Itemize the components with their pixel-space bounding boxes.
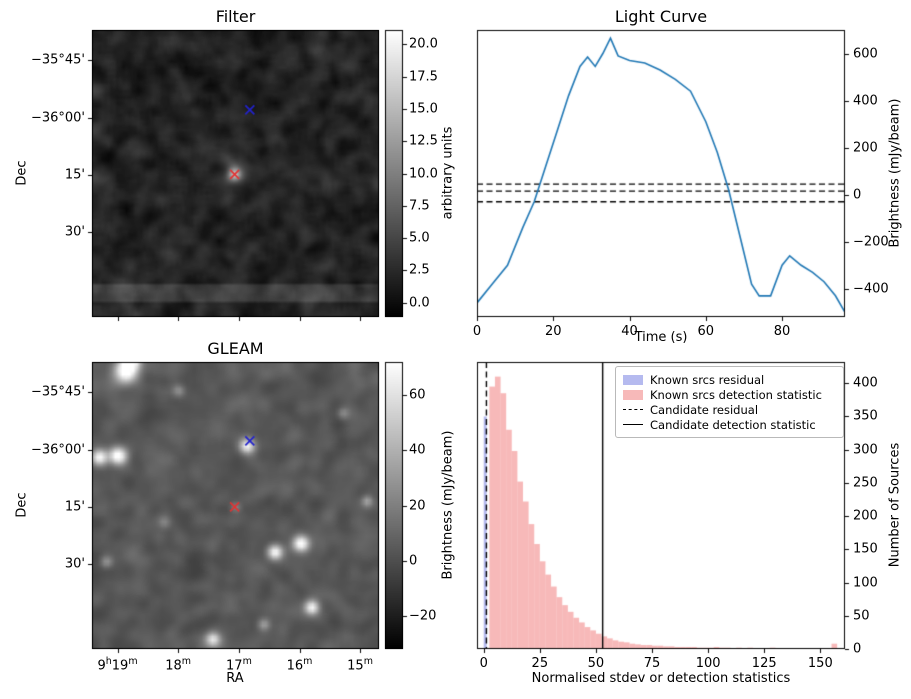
filter-heatmap [92, 30, 379, 317]
legend-item-label: Known srcs residual [650, 372, 765, 387]
histogram-xtick-label: 125 [751, 656, 777, 671]
light-curve-title: Light Curve [614, 7, 708, 26]
gleam-ytick-label: 15' [64, 499, 85, 515]
filter-colorbar-tick-label: 20.0 [409, 36, 438, 52]
gleam-xtick-label: 18m [165, 656, 191, 674]
gleam-colorbar-tick-label: 0 [409, 553, 418, 569]
light-curve-ytick-label: 600 [853, 46, 878, 62]
histogram-ytick-label: 100 [853, 575, 878, 591]
residual-patch-icon [623, 374, 643, 385]
gleam-colorbar-label: Brightness (mJy/beam) [440, 430, 456, 580]
light-curve-xtick-label: 40 [621, 324, 638, 339]
filter-ytick-label: 30' [64, 224, 85, 240]
histogram-ytick-label: 150 [853, 541, 878, 557]
filter-colorbar-tick-label: 5.0 [409, 230, 430, 246]
histogram-xtick-label: 75 [643, 656, 661, 671]
light-curve-ytick-label: 200 [853, 140, 878, 156]
gleam-xtick-label: 16m [286, 656, 313, 674]
gleam-colorbar-tick-label: 20 [409, 498, 426, 513]
solid-line-icon [623, 424, 643, 425]
light-curve-xtick-label: 20 [544, 324, 562, 339]
histogram-legend: Known srcs residual Known srcs detection … [615, 366, 844, 438]
filter-colorbar-tick-label: 12.5 [409, 133, 438, 149]
filter-colorbar-tick-label: 7.5 [409, 198, 430, 214]
filter-ytick-label: −36°00' [30, 110, 85, 126]
light-curve-time-axis-label: Time (s) [634, 330, 688, 345]
histogram-ytick-label: 50 [853, 608, 870, 624]
histogram-xtick-label: 0 [479, 656, 488, 671]
filter-colorbar-tick-label: 2.5 [409, 262, 430, 278]
light-curve-ytick-label: −200 [853, 234, 889, 250]
histogram-xtick-label: 100 [695, 656, 721, 671]
filter-title: Filter [215, 7, 256, 26]
light-curve-ytick-label: −400 [853, 281, 889, 297]
gleam-ytick-label: 30' [64, 556, 85, 572]
light-curve-xtick-label: 60 [697, 324, 715, 339]
legend-item: Candidate detection statistic [623, 417, 836, 432]
filter-ytick-label: 15' [64, 167, 85, 183]
filter-dec-axis-label: Dec [14, 160, 30, 186]
histogram-ytick-label: 400 [853, 375, 878, 391]
histogram-ytick-label: 200 [853, 508, 878, 524]
legend-item-label: Candidate detection statistic [650, 417, 816, 432]
dashed-line-icon [623, 409, 643, 410]
gleam-heatmap [92, 362, 379, 649]
gleam-xtick-label: 15m [347, 656, 373, 674]
gleam-colorbar-tick-label: 60 [409, 387, 426, 403]
gleam-colorbar-tick-label: 40 [409, 442, 426, 458]
filter-colorbar-tick-label: 10.0 [409, 166, 438, 181]
gleam-xtick-label: 17m [226, 656, 252, 674]
gleam-colorbar [385, 362, 403, 649]
histogram-sources-axis-label: Number of Sources [887, 442, 903, 568]
legend-item: Known srcs detection statistic [623, 387, 836, 402]
gleam-ytick-label: −36°00' [30, 442, 85, 458]
filter-ytick-label: −35°45' [30, 52, 85, 68]
histogram-xtick-label: 50 [587, 656, 605, 671]
histogram-xtick-label: 150 [807, 656, 833, 671]
gleam-xtick-label: 9h19m [97, 656, 138, 674]
histogram-x-axis-label: Normalised stdev or detection statistics [531, 671, 791, 686]
filter-colorbar-label: arbitrary units [440, 126, 456, 220]
light-curve-xtick-label: 0 [472, 324, 482, 339]
histogram-xtick-label: 25 [531, 656, 549, 671]
gleam-ytick-label: −35°45' [30, 384, 85, 400]
histogram-ytick-label: 350 [853, 408, 878, 424]
gleam-colorbar-tick-label: −20 [409, 608, 437, 624]
light-curve-brightness-axis-label: Brightness (mJy/beam) [887, 98, 903, 248]
histogram-ytick-label: 250 [853, 475, 878, 491]
legend-item-label: Candidate residual [650, 402, 759, 417]
legend-item: Candidate residual [623, 402, 836, 417]
legend-item: Known srcs residual [623, 372, 836, 387]
legend-item-label: Known srcs detection statistic [650, 387, 822, 402]
light-curve-ytick-label: 400 [853, 93, 878, 109]
filter-colorbar-tick-label: 15.0 [409, 101, 438, 117]
light-curve-xtick-label: 80 [773, 324, 791, 339]
histogram-ytick-label: 300 [853, 442, 878, 458]
gleam-dec-axis-label: Dec [14, 492, 30, 518]
detection-patch-icon [623, 389, 643, 400]
light-curve-ytick-label: 0 [853, 187, 862, 203]
filter-colorbar-tick-label: 0.0 [409, 295, 430, 311]
filter-colorbar-tick-label: 17.5 [409, 69, 438, 85]
filter-colorbar [385, 30, 403, 317]
histogram-ytick-label: 0 [853, 641, 862, 657]
gleam-title: GLEAM [207, 339, 264, 358]
